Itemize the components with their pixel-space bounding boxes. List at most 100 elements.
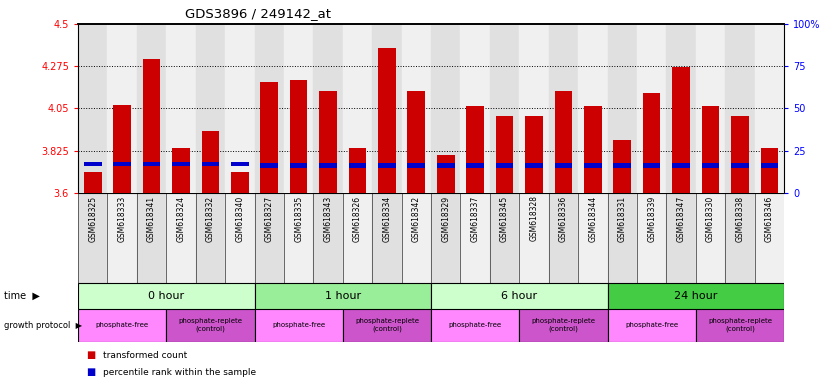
Bar bbox=[667, 24, 695, 193]
Text: GSM618326: GSM618326 bbox=[353, 195, 362, 242]
Bar bbox=[548, 193, 578, 283]
Bar bbox=[343, 24, 372, 193]
Bar bbox=[195, 193, 225, 283]
Bar bbox=[255, 193, 284, 283]
Bar bbox=[466, 106, 484, 193]
Bar bbox=[695, 309, 784, 342]
Bar bbox=[702, 106, 719, 193]
Text: GSM618330: GSM618330 bbox=[706, 195, 715, 242]
Bar bbox=[608, 283, 784, 309]
Bar bbox=[643, 163, 661, 168]
Bar bbox=[290, 80, 308, 193]
Text: GSM618331: GSM618331 bbox=[617, 195, 626, 242]
Text: transformed count: transformed count bbox=[103, 351, 187, 360]
Text: GSM618338: GSM618338 bbox=[736, 195, 745, 242]
Bar bbox=[555, 163, 572, 168]
Bar bbox=[431, 24, 461, 193]
Bar bbox=[637, 193, 667, 283]
Text: ■: ■ bbox=[86, 367, 95, 377]
Bar bbox=[667, 193, 695, 283]
Bar bbox=[137, 24, 166, 193]
Text: 6 hour: 6 hour bbox=[501, 291, 538, 301]
Bar bbox=[166, 193, 195, 283]
Text: GSM618337: GSM618337 bbox=[470, 195, 479, 242]
Bar bbox=[225, 193, 255, 283]
Bar bbox=[372, 24, 401, 193]
Bar bbox=[172, 162, 190, 166]
Text: GSM618346: GSM618346 bbox=[765, 195, 774, 242]
Text: GSM618333: GSM618333 bbox=[117, 195, 126, 242]
Bar bbox=[578, 193, 608, 283]
Bar bbox=[702, 163, 719, 168]
Bar bbox=[195, 24, 225, 193]
Text: GSM618324: GSM618324 bbox=[177, 195, 186, 242]
Text: GSM618345: GSM618345 bbox=[500, 195, 509, 242]
Text: GSM618340: GSM618340 bbox=[236, 195, 245, 242]
Bar bbox=[466, 163, 484, 168]
Text: time  ▶: time ▶ bbox=[4, 291, 40, 301]
Bar bbox=[555, 91, 572, 193]
Text: phosphate-free: phosphate-free bbox=[272, 323, 325, 328]
Text: phosphate-replete
(control): phosphate-replete (control) bbox=[531, 318, 595, 333]
Bar bbox=[231, 162, 249, 166]
Bar bbox=[349, 163, 366, 168]
Bar bbox=[578, 24, 608, 193]
Bar bbox=[349, 148, 366, 193]
Bar bbox=[548, 24, 578, 193]
Bar bbox=[78, 309, 166, 342]
Text: phosphate-free: phosphate-free bbox=[625, 323, 678, 328]
Bar bbox=[78, 283, 255, 309]
Text: GDS3896 / 249142_at: GDS3896 / 249142_at bbox=[185, 7, 331, 20]
Bar bbox=[461, 193, 490, 283]
Bar bbox=[496, 116, 513, 193]
Text: 1 hour: 1 hour bbox=[324, 291, 361, 301]
Text: phosphate-replete
(control): phosphate-replete (control) bbox=[708, 318, 772, 333]
Text: GSM618342: GSM618342 bbox=[412, 195, 421, 242]
Bar bbox=[525, 163, 543, 168]
Text: GSM618343: GSM618343 bbox=[323, 195, 333, 242]
Text: GSM618329: GSM618329 bbox=[441, 195, 450, 242]
Bar bbox=[461, 24, 490, 193]
Text: 24 hour: 24 hour bbox=[674, 291, 718, 301]
Bar bbox=[613, 163, 631, 168]
Bar bbox=[672, 67, 690, 193]
Bar bbox=[584, 106, 602, 193]
Bar bbox=[431, 193, 461, 283]
Bar bbox=[113, 104, 131, 193]
Text: GSM618339: GSM618339 bbox=[647, 195, 656, 242]
Bar bbox=[760, 163, 778, 168]
Text: GSM618334: GSM618334 bbox=[383, 195, 392, 242]
Bar bbox=[731, 163, 749, 168]
Bar bbox=[143, 162, 160, 166]
Text: GSM618325: GSM618325 bbox=[88, 195, 97, 242]
Bar bbox=[608, 309, 696, 342]
Bar bbox=[696, 193, 725, 283]
Text: 0 hour: 0 hour bbox=[148, 291, 185, 301]
Bar bbox=[255, 283, 431, 309]
Bar bbox=[108, 193, 137, 283]
Bar bbox=[437, 155, 455, 193]
Text: GSM618328: GSM618328 bbox=[530, 195, 539, 242]
Bar bbox=[78, 193, 108, 283]
Bar bbox=[696, 24, 725, 193]
Bar bbox=[225, 24, 255, 193]
Bar bbox=[519, 309, 608, 342]
Bar bbox=[643, 93, 661, 193]
Bar bbox=[202, 131, 219, 193]
Bar bbox=[343, 309, 431, 342]
Bar bbox=[407, 91, 425, 193]
Bar bbox=[260, 163, 278, 168]
Bar bbox=[113, 162, 131, 166]
Text: GSM618336: GSM618336 bbox=[559, 195, 568, 242]
Bar bbox=[84, 172, 102, 193]
Text: growth protocol  ▶: growth protocol ▶ bbox=[4, 321, 82, 330]
Bar bbox=[637, 24, 667, 193]
Bar bbox=[108, 24, 137, 193]
Bar bbox=[290, 163, 308, 168]
Text: phosphate-free: phosphate-free bbox=[448, 323, 502, 328]
Bar bbox=[84, 162, 102, 166]
Bar bbox=[231, 172, 249, 193]
Text: GSM618341: GSM618341 bbox=[147, 195, 156, 242]
Text: ■: ■ bbox=[86, 350, 95, 360]
Bar bbox=[401, 24, 431, 193]
